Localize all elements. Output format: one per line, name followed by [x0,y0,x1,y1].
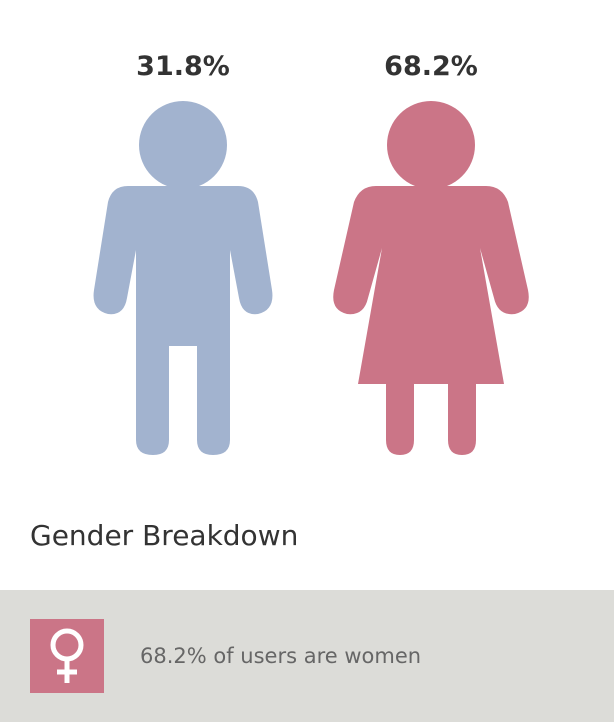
venus-symbol-icon [50,628,84,683]
female-percentage-label: 68.2% [384,51,478,82]
male-figure-icon [93,101,273,455]
summary-text: 68.2% of users are women [140,644,422,668]
gender-pictogram: 31.8% 68.2% [93,51,529,455]
chart-title: Gender Breakdown [30,519,299,552]
gender-chart: 31.8% 68.2% Gender Breakdown [30,51,529,552]
venus-symbol-badge [30,619,104,693]
female-figure-icon [333,101,529,455]
male-percentage-label: 31.8% [136,51,230,82]
summary-footer: 68.2% of users are women [0,590,614,722]
